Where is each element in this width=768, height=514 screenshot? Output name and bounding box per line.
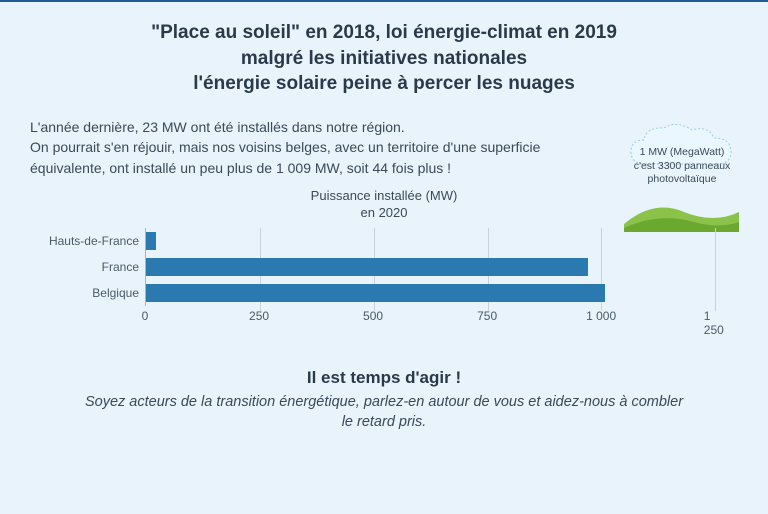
intro-line-2: On pourrait s'en réjouir, mais nos voisi… [30,137,560,178]
y-label: Hauts-de-France [30,229,139,253]
bar [146,284,605,302]
header: "Place au soleil" en 2018, loi énergie-c… [0,2,768,107]
plot-area [145,228,738,306]
header-line-3: l'énergie solaire peine à percer les nua… [40,71,728,97]
footer-title: Il est temps d'agir ! [80,368,688,388]
x-axis: 02505007501 0001 250 [145,306,738,324]
bar [146,258,588,276]
chart-title: Puissance installée (MW) en 2020 [30,188,738,222]
x-tick: 1 250 [704,309,727,337]
bar [146,232,156,250]
intro-text: L'année dernière, 23 MW ont été installé… [0,107,590,178]
y-label: France [30,255,139,279]
y-label: Belgique [30,281,139,305]
y-axis-labels: Hauts-de-FranceFranceBelgique [30,228,145,306]
intro-line-1: L'année dernière, 23 MW ont été installé… [30,117,560,137]
header-line-1: "Place au soleil" en 2018, loi énergie-c… [40,20,728,46]
callout-text: 1 MW (MegaWatt) c'est 3300 panneaux phot… [622,146,742,187]
x-tick: 750 [477,309,497,323]
x-tick: 1 000 [586,309,616,323]
x-tick: 250 [249,309,269,323]
bar-chart: Puissance installée (MW) en 2020 Hauts-d… [0,178,768,324]
x-tick: 500 [363,309,383,323]
footer-text: Soyez acteurs de la transition énergétiq… [80,392,688,433]
footer: Il est temps d'agir ! Soyez acteurs de l… [0,324,768,433]
header-line-2: malgré les initiatives nationales [40,46,728,72]
x-tick: 0 [142,309,149,323]
